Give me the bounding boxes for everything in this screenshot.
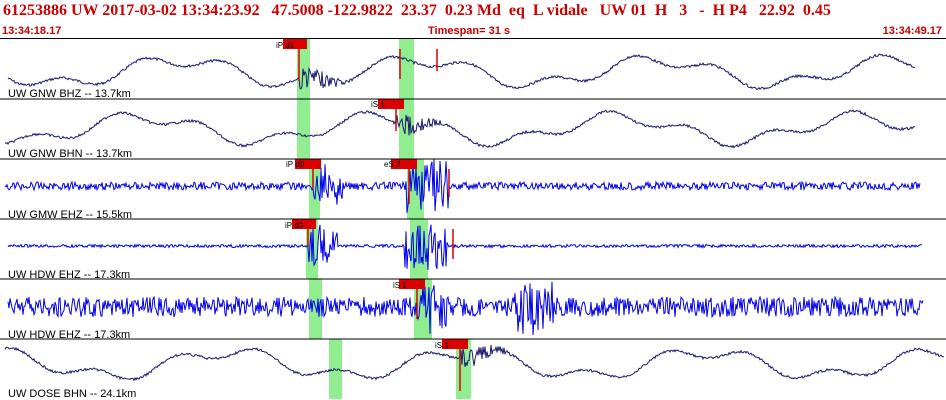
pick-label: eS 2 — [384, 160, 401, 169]
trace-label: UW HDW EHZ -- 17.3km — [8, 269, 130, 281]
pick-flag[interactable] — [391, 159, 417, 169]
waveform-trace — [4, 109, 916, 149]
pick-flag[interactable] — [292, 219, 316, 229]
pick-window-highlight — [399, 99, 414, 159]
pick-flag[interactable] — [442, 339, 468, 349]
waveform-trace — [7, 224, 923, 270]
trace-label: UW GNW BHZ -- 13.7km — [8, 88, 131, 100]
pick-label: iS 1 — [393, 281, 407, 290]
time-axis-bar: 13:34:18.17 Timespan= 31 s 13:34:49.17 — [0, 24, 946, 39]
pick-flag[interactable] — [378, 99, 404, 109]
pick-window-highlight — [297, 99, 310, 159]
trace-panel[interactable]: UW GMW EHZ -- 15.5km iP d0 eS 2 — [0, 158, 946, 221]
trace-label: UW GNW BHN -- 13.7km — [8, 148, 132, 160]
pick-window-highlight — [414, 279, 432, 339]
trace-panel[interactable]: UW GNW BHZ -- 13.7km iP d1 — [7, 39, 915, 100]
pick-flag[interactable] — [295, 159, 321, 169]
pick-window-highlight — [329, 339, 342, 399]
pick-label: iP d0 — [285, 221, 304, 230]
waveform-trace — [4, 344, 945, 382]
waveform-trace — [7, 281, 924, 336]
event-summary-header: 61253886 UW 2017-03-02 13:34:23.92 47.50… — [0, 0, 946, 24]
trace-panel[interactable]: UW DOSE BHN -- 24.1km iS 1 — [0, 338, 946, 400]
waveform-trace — [4, 159, 921, 213]
pick-window-highlight — [309, 279, 322, 339]
pick-label: iP d1 — [276, 41, 295, 50]
trace-label: UW HDW EHZ -- 17.3km — [8, 329, 130, 341]
pick-window-highlight — [309, 159, 320, 219]
pick-label: iS 1 — [371, 100, 385, 109]
trace-panel[interactable]: UW HDW EHZ -- 17.3km iS 1 — [0, 278, 946, 341]
pick-flag[interactable] — [399, 279, 425, 289]
pick-window-highlight — [399, 39, 414, 99]
seismogram-panel[interactable]: UW GNW BHZ -- 13.7km iP d1 UW GNW BHN --… — [0, 39, 946, 400]
trace-panel[interactable]: UW HDW EHZ -- 17.3km iP d0 — [0, 218, 946, 281]
trace-label: UW DOSE BHN -- 24.1km — [8, 388, 136, 400]
trace-panel[interactable]: UW GNW BHN -- 13.7km iS 1 — [0, 98, 946, 160]
pick-flag[interactable] — [283, 39, 307, 49]
timespan-readout: Timespan= 31 s — [428, 25, 511, 37]
waveform-trace — [7, 53, 915, 91]
pick-label: iS 1 — [435, 341, 449, 350]
window-end-time: 13:34:49.17 — [882, 25, 942, 37]
trace-label: UW GMW EHZ -- 15.5km — [8, 209, 132, 221]
pick-label: iP d0 — [286, 160, 305, 169]
window-start-time: 13:34:18.17 — [2, 25, 62, 37]
